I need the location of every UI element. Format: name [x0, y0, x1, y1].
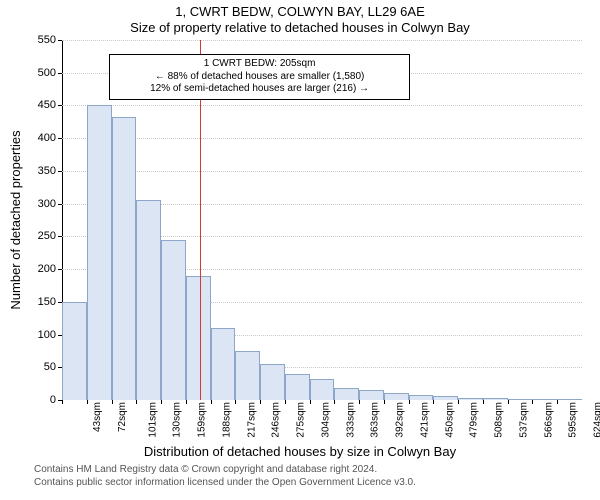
ytick-label: 200 [38, 263, 62, 275]
plot-area: 05010015020025030035040045050055043sqm72… [62, 40, 582, 400]
ytick-label: 100 [38, 329, 62, 341]
xtick-label: 304sqm [320, 402, 331, 438]
xtick-label: 450sqm [444, 402, 455, 438]
chart-title-line2: Size of property relative to detached ho… [0, 20, 600, 35]
xtick-label: 363sqm [370, 402, 381, 438]
ytick-label: 500 [38, 67, 62, 79]
xtick-mark [285, 400, 286, 404]
xtick-mark [334, 400, 335, 404]
xtick-label: 392sqm [395, 402, 406, 438]
histogram-bar [310, 379, 335, 400]
xtick-mark [409, 400, 410, 404]
xtick-mark [161, 400, 162, 404]
histogram-bar [557, 399, 582, 400]
ytick-label: 400 [38, 132, 62, 144]
xtick-label: 159sqm [197, 402, 208, 438]
xtick-label: 217sqm [246, 402, 257, 438]
y-axis-label: Number of detached properties [8, 20, 23, 420]
ytick-label: 450 [38, 99, 62, 111]
gridline-h [62, 138, 582, 139]
histogram-bar [186, 276, 211, 400]
histogram-bar [161, 240, 186, 400]
ytick-label: 0 [50, 394, 62, 406]
xtick-mark [235, 400, 236, 404]
xtick-mark [532, 400, 533, 404]
xtick-mark [112, 400, 113, 404]
xtick-label: 43sqm [92, 402, 103, 432]
xtick-mark [359, 400, 360, 404]
histogram-bar [285, 374, 310, 400]
xtick-label: 130sqm [172, 402, 183, 438]
histogram-bar [112, 117, 137, 400]
xtick-mark [310, 400, 311, 404]
annotation-box: 1 CWRT BEDW: 205sqm← 88% of detached hou… [109, 54, 411, 100]
histogram-bar [334, 388, 359, 400]
xtick-label: 479sqm [469, 402, 480, 438]
annotation-line2: ← 88% of detached houses are smaller (1,… [116, 71, 404, 84]
histogram-bar [483, 398, 508, 400]
histogram-bar [87, 105, 112, 400]
xtick-mark [211, 400, 212, 404]
xtick-mark [433, 400, 434, 404]
footer-attribution: Contains HM Land Registry data © Crown c… [0, 464, 594, 489]
histogram-bar [235, 351, 260, 400]
xtick-label: 566sqm [543, 402, 554, 438]
xtick-label: 275sqm [296, 402, 307, 438]
xtick-mark [87, 400, 88, 404]
histogram-bar [136, 200, 161, 400]
gridline-h [62, 40, 582, 41]
xtick-label: 333sqm [345, 402, 356, 438]
ytick-label: 250 [38, 230, 62, 242]
footer-line2: Contains public sector information licen… [34, 477, 416, 488]
ytick-label: 50 [44, 361, 62, 373]
histogram-bar [359, 390, 384, 400]
x-axis-label: Distribution of detached houses by size … [0, 444, 600, 459]
xtick-label: 188sqm [221, 402, 232, 438]
histogram-bar [433, 396, 458, 400]
xtick-mark [384, 400, 385, 404]
annotation-line1: 1 CWRT BEDW: 205sqm [116, 58, 404, 71]
histogram-bar [532, 399, 557, 400]
xtick-mark [260, 400, 261, 404]
histogram-bar [458, 398, 483, 400]
chart-container: 1, CWRT BEDW, COLWYN BAY, LL29 6AE Size … [0, 0, 600, 500]
footer-line1: Contains HM Land Registry data © Crown c… [34, 464, 377, 475]
xtick-label: 72sqm [117, 402, 128, 432]
xtick-label: 624sqm [593, 402, 600, 438]
annotation-line3: 12% of semi-detached houses are larger (… [116, 83, 404, 96]
histogram-bar [260, 364, 285, 400]
histogram-bar [409, 395, 434, 400]
xtick-label: 246sqm [271, 402, 282, 438]
xtick-mark [458, 400, 459, 404]
chart-title-line1: 1, CWRT BEDW, COLWYN BAY, LL29 6AE [0, 4, 600, 19]
histogram-bar [384, 393, 409, 400]
xtick-mark [186, 400, 187, 404]
ytick-label: 550 [38, 34, 62, 46]
xtick-label: 595sqm [568, 402, 579, 438]
xtick-mark [508, 400, 509, 404]
xtick-label: 421sqm [419, 402, 430, 438]
xtick-mark [483, 400, 484, 404]
histogram-bar [508, 399, 533, 400]
ytick-label: 150 [38, 296, 62, 308]
xtick-mark [136, 400, 137, 404]
xtick-label: 101sqm [147, 402, 158, 438]
ytick-label: 350 [38, 165, 62, 177]
xtick-mark [62, 400, 63, 404]
histogram-bar [211, 328, 236, 400]
xtick-label: 537sqm [519, 402, 530, 438]
gridline-h [62, 105, 582, 106]
gridline-h [62, 171, 582, 172]
xtick-label: 508sqm [494, 402, 505, 438]
histogram-bar [62, 302, 87, 400]
xtick-mark [557, 400, 558, 404]
ytick-label: 300 [38, 198, 62, 210]
